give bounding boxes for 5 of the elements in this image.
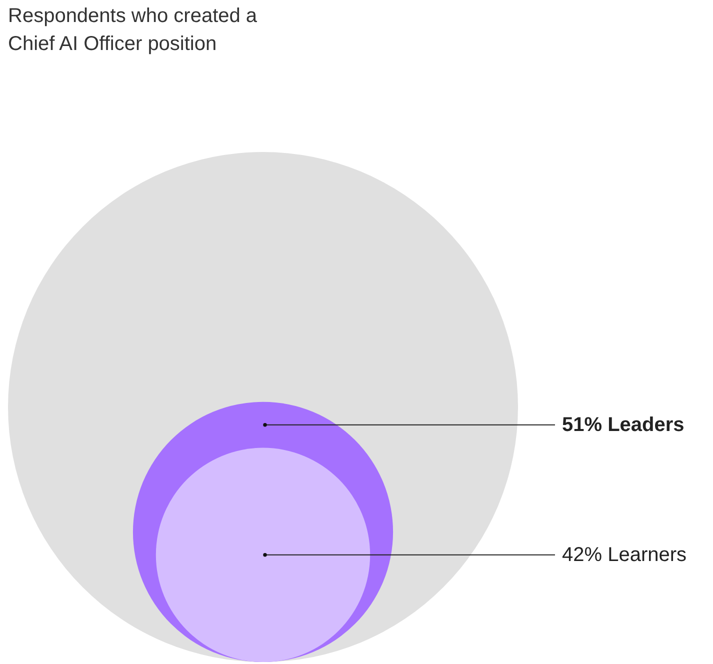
text: Respondents who created a Chief AI Officer position	[8, 5, 258, 55]
category-label: Learners	[608, 544, 687, 566]
category-label: Leaders	[608, 414, 684, 436]
data-label: 42%	[562, 544, 602, 566]
data-label: 51%	[562, 414, 602, 436]
